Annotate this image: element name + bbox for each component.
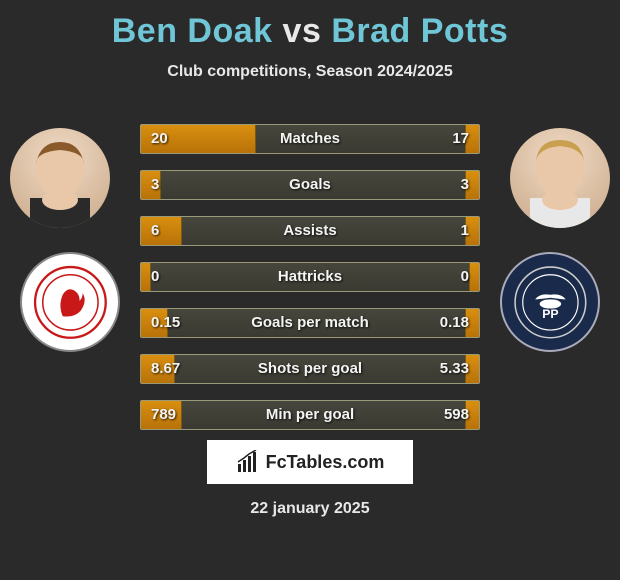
page-title: Ben Doak vs Brad Potts bbox=[0, 0, 620, 51]
player2-name: Brad Potts bbox=[331, 12, 508, 50]
stats-table: 2017Matches 33Goals 61Assists 00Hattricks 0.… bbox=[140, 124, 480, 446]
stat-label: Matches bbox=[141, 125, 479, 153]
stat-row: 0.150.18Goals per match bbox=[140, 308, 480, 338]
player1-name: Ben Doak bbox=[112, 12, 273, 50]
stat-row: 789598Min per goal bbox=[140, 400, 480, 430]
player2-avatar bbox=[510, 128, 610, 228]
stat-label: Shots per goal bbox=[141, 355, 479, 383]
player1-club-badge bbox=[20, 252, 120, 352]
chart-icon bbox=[236, 450, 260, 474]
stat-row: 33Goals bbox=[140, 170, 480, 200]
club-right-initials: PP bbox=[542, 306, 558, 320]
branding-box: FcTables.com bbox=[207, 440, 413, 484]
player2-club-badge: PP bbox=[500, 252, 600, 352]
stat-label: Goals per match bbox=[141, 309, 479, 337]
stat-label: Hattricks bbox=[141, 263, 479, 291]
stat-row: 00Hattricks bbox=[140, 262, 480, 292]
vs-text: vs bbox=[283, 12, 322, 50]
stat-label: Goals bbox=[141, 171, 479, 199]
branding-text: FcTables.com bbox=[266, 452, 385, 473]
date-text: 22 january 2025 bbox=[0, 500, 620, 518]
stat-row: 8.675.33Shots per goal bbox=[140, 354, 480, 384]
stat-label: Assists bbox=[141, 217, 479, 245]
subtitle: Club competitions, Season 2024/2025 bbox=[0, 63, 620, 81]
stat-label: Min per goal bbox=[141, 401, 479, 429]
stat-row: 61Assists bbox=[140, 216, 480, 246]
player1-avatar bbox=[10, 128, 110, 228]
stat-row: 2017Matches bbox=[140, 124, 480, 154]
